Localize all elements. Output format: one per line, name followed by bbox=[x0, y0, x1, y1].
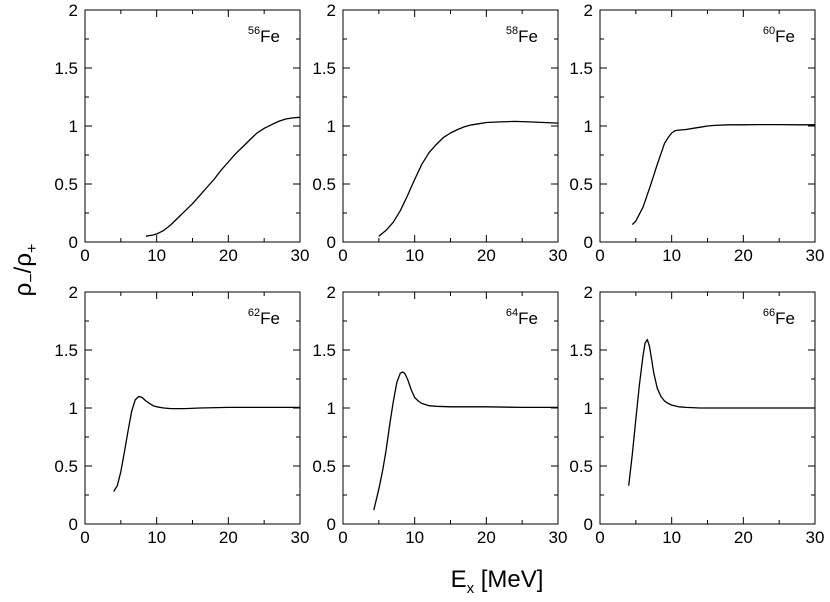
series-line-64fe bbox=[373, 371, 558, 511]
x-axis-title: Ex [MeV] bbox=[451, 566, 544, 597]
x-tick-label: 0 bbox=[80, 246, 89, 265]
y-tick-label: 1 bbox=[327, 399, 336, 418]
y-tick-label: 1.5 bbox=[54, 341, 78, 360]
y-tick-label: 0.5 bbox=[54, 175, 78, 194]
x-tick-label: 20 bbox=[477, 528, 496, 547]
y-tick-label: 1 bbox=[69, 399, 78, 418]
y-tick-label: 0 bbox=[69, 515, 78, 534]
y-tick-label: 1.5 bbox=[312, 341, 336, 360]
panel-label: 62Fe bbox=[248, 307, 280, 328]
x-tick-label: 20 bbox=[219, 246, 238, 265]
x-tick-label: 30 bbox=[549, 528, 568, 547]
y-tick-label: 1 bbox=[584, 117, 593, 136]
y-tick-label: 0.5 bbox=[569, 457, 593, 476]
element-symbol: Fe bbox=[518, 309, 538, 328]
series-line-56fe bbox=[145, 116, 301, 237]
panel-label: 64Fe bbox=[506, 307, 538, 328]
element-symbol: Fe bbox=[260, 309, 280, 328]
y-tick-label: 1.5 bbox=[569, 341, 593, 360]
element-symbol: Fe bbox=[518, 27, 538, 46]
panel-56fe: 0 10 20 30 0 0.5 1 1.5 2 56Fe bbox=[54, 1, 309, 265]
y-tick-label: 0.5 bbox=[569, 175, 593, 194]
x-tick-label: 0 bbox=[338, 528, 347, 547]
mass-number: 66 bbox=[763, 307, 775, 319]
mass-number: 58 bbox=[506, 25, 518, 37]
x-tick-label: 0 bbox=[595, 528, 604, 547]
series-line-62fe bbox=[113, 395, 300, 492]
y-axis-title: ρ−/ρ+ bbox=[10, 244, 41, 297]
mass-number: 62 bbox=[248, 307, 260, 319]
panel-label: 66Fe bbox=[763, 307, 795, 328]
panel-62fe: 0 10 20 30 0 0.5 1 1.5 2 62Fe bbox=[54, 283, 309, 547]
element-symbol: Fe bbox=[775, 27, 795, 46]
y-tick-label: 2 bbox=[69, 1, 78, 20]
x-tick-label: 0 bbox=[338, 246, 347, 265]
y-tick-label: 0.5 bbox=[312, 175, 336, 194]
x-tick-label: 10 bbox=[147, 528, 166, 547]
panel-64fe: 0 10 20 30 0 0.5 1 1.5 2 64Fe bbox=[312, 283, 567, 547]
y-tick-label: 0 bbox=[327, 515, 336, 534]
x-tick-label: 30 bbox=[291, 246, 310, 265]
x-tick-label: 20 bbox=[477, 246, 496, 265]
panel-label: 58Fe bbox=[506, 25, 538, 46]
x-tick-label: 10 bbox=[405, 246, 424, 265]
y-tick-label: 1.5 bbox=[54, 59, 78, 78]
y-tick-label: 0 bbox=[327, 233, 336, 252]
y-tick-label: 1.5 bbox=[569, 59, 593, 78]
series-line-66fe bbox=[628, 338, 815, 486]
x-tick-label: 30 bbox=[806, 246, 825, 265]
x-tick-label: 10 bbox=[662, 528, 681, 547]
x-tick-label: 10 bbox=[405, 528, 424, 547]
y-tick-label: 2 bbox=[327, 283, 336, 302]
x-tick-label: 10 bbox=[147, 246, 166, 265]
x-tick-label: 30 bbox=[291, 528, 310, 547]
mass-number: 56 bbox=[248, 25, 260, 37]
y-tick-label: 2 bbox=[327, 1, 336, 20]
panel-66fe: 0 10 20 30 0 0.5 1 1.5 2 66Fe bbox=[569, 283, 824, 547]
panel-60fe: 0 10 20 30 0 0.5 1 1.5 2 60Fe bbox=[569, 1, 824, 265]
panel-label: 60Fe bbox=[763, 25, 795, 46]
y-tick-label: 0 bbox=[584, 515, 593, 534]
y-tick-label: 2 bbox=[69, 283, 78, 302]
x-tick-label: 0 bbox=[595, 246, 604, 265]
x-tick-label: 20 bbox=[734, 246, 753, 265]
x-tick-label: 10 bbox=[662, 246, 681, 265]
panel-58fe: 0 10 20 30 0 0.5 1 1.5 2 58Fe bbox=[312, 1, 567, 265]
x-tick-label: 30 bbox=[806, 528, 825, 547]
x-tick-label: 20 bbox=[734, 528, 753, 547]
y-tick-label: 1 bbox=[327, 117, 336, 136]
element-symbol: Fe bbox=[260, 27, 280, 46]
y-tick-label: 1 bbox=[69, 117, 78, 136]
y-tick-label: 1.5 bbox=[312, 59, 336, 78]
x-tick-label: 30 bbox=[549, 246, 568, 265]
series-line-60fe bbox=[631, 123, 815, 226]
y-tick-label: 0 bbox=[584, 233, 593, 252]
mass-number: 60 bbox=[763, 25, 775, 37]
y-tick-label: 0.5 bbox=[312, 457, 336, 476]
y-tick-label: 2 bbox=[584, 1, 593, 20]
x-tick-label: 0 bbox=[80, 528, 89, 547]
y-tick-label: 0 bbox=[69, 233, 78, 252]
y-tick-label: 2 bbox=[584, 283, 593, 302]
series-line-58fe bbox=[378, 120, 559, 237]
panel-label: 56Fe bbox=[248, 25, 280, 46]
element-symbol: Fe bbox=[775, 309, 795, 328]
y-tick-label: 1 bbox=[584, 399, 593, 418]
x-tick-label: 20 bbox=[219, 528, 238, 547]
y-tick-label: 0.5 bbox=[54, 457, 78, 476]
mass-number: 64 bbox=[506, 307, 518, 319]
